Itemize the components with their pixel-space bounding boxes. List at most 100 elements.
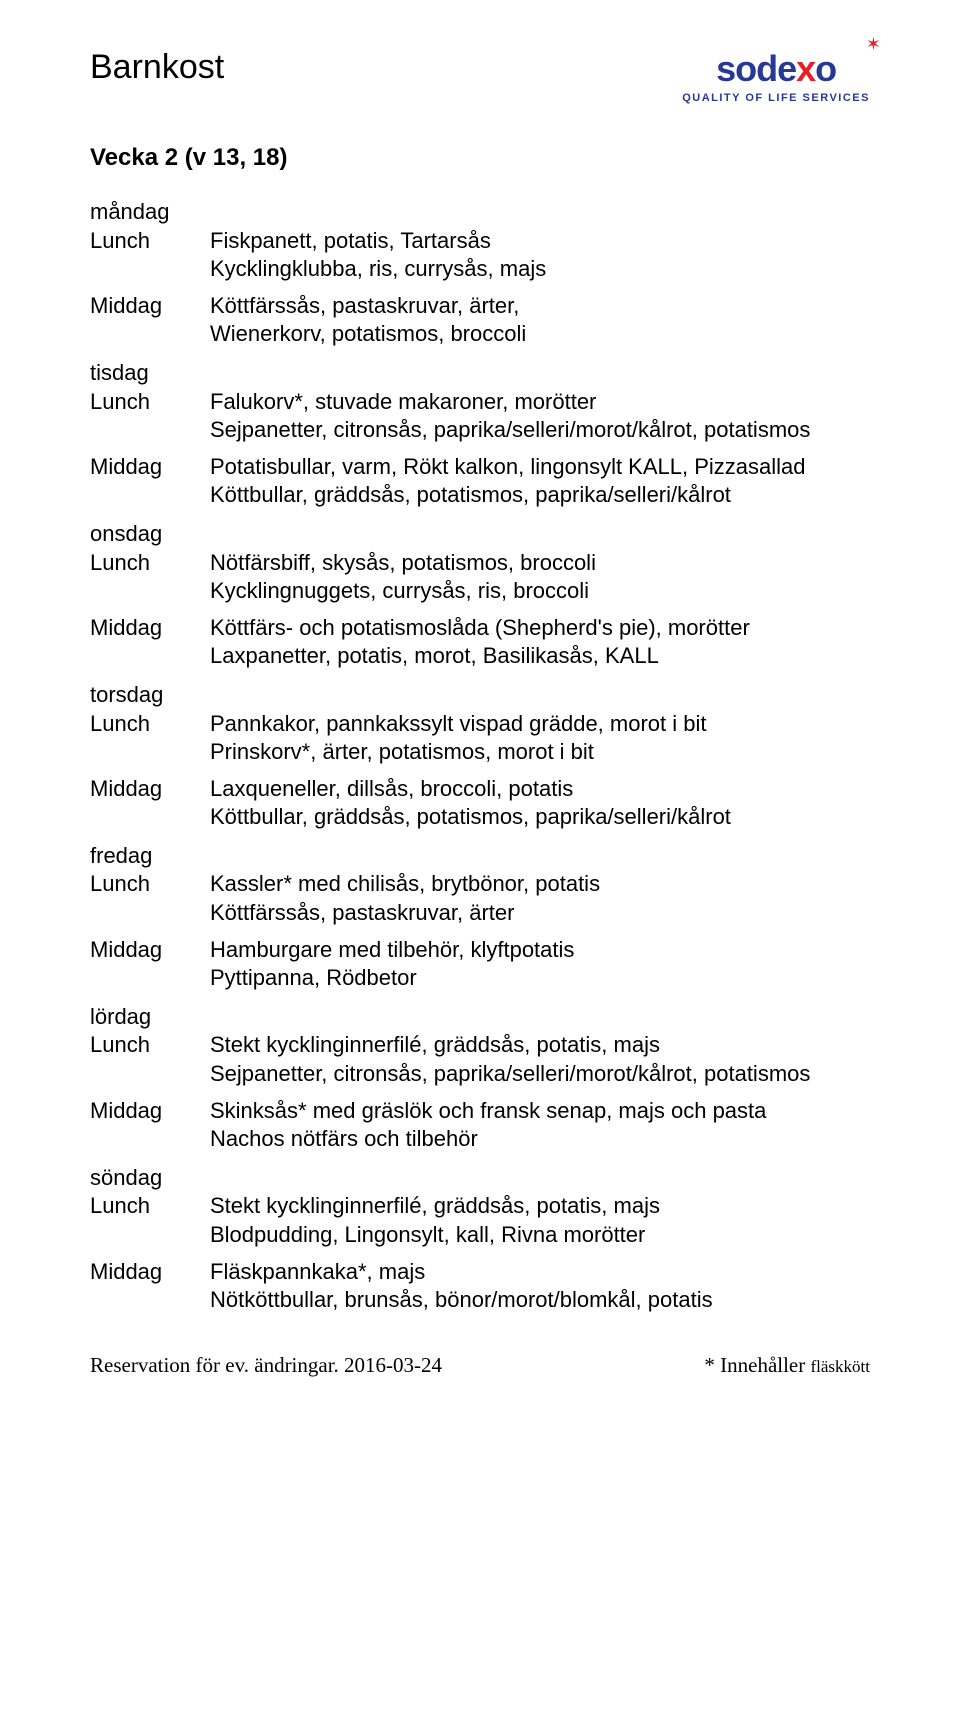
menu-item: Sejpanetter, citronsås, paprika/selleri/…: [210, 1060, 870, 1089]
meal: MiddagPotatisbullar, varm, Rökt kalkon, …: [90, 453, 870, 510]
logo-text-1: sode: [716, 48, 796, 89]
menu-item: Blodpudding, Lingonsylt, kall, Rivna mor…: [210, 1221, 870, 1250]
menu-item: Pyttipanna, Rödbetor: [210, 964, 870, 993]
day-label: söndag: [90, 1164, 210, 1193]
menu-item: Köttfärs- och potatismoslåda (Shepherd's…: [210, 614, 870, 643]
footer-right-main: * Innehåller: [704, 1353, 810, 1377]
meal-label: Middag: [90, 1097, 210, 1126]
footer: Reservation för ev. ändringar. 2016-03-2…: [90, 1353, 870, 1378]
meal-label: Middag: [90, 453, 210, 482]
meal-label: Middag: [90, 292, 210, 321]
menu-item: Wienerkorv, potatismos, broccoli: [210, 320, 870, 349]
gap: [90, 606, 870, 614]
day-row: söndag: [90, 1164, 870, 1193]
day-row: fredag: [90, 842, 870, 871]
day-label: fredag: [90, 842, 210, 871]
items-col: Falukorv*, stuvade makaroner, morötterSe…: [210, 388, 870, 445]
day-label: måndag: [90, 198, 210, 227]
gap: [90, 671, 870, 681]
menu-item: Köttbullar, gräddsås, potatismos, paprik…: [210, 481, 870, 510]
footer-right-small: fläskkött: [811, 1357, 871, 1376]
items-col: Laxqueneller, dillsås, broccoli, potatis…: [210, 775, 870, 832]
menu: måndagLunchFiskpanett, potatis, Tartarså…: [90, 198, 870, 1325]
gap: [90, 832, 870, 842]
menu-item: Prinskorv*, ärter, potatismos, morot i b…: [210, 738, 870, 767]
week-title: Vecka 2 (v 13, 18): [90, 144, 870, 172]
day-label: onsdag: [90, 520, 210, 549]
menu-item: Potatisbullar, varm, Rökt kalkon, lingon…: [210, 453, 870, 482]
gap: [90, 928, 870, 936]
day-label: lördag: [90, 1003, 210, 1032]
gap: [90, 1089, 870, 1097]
items-col: Nötfärsbiff, skysås, potatismos, broccol…: [210, 549, 870, 606]
footer-right: * Innehåller fläskkött: [704, 1353, 870, 1378]
header: Barnkost sodexo ✶ QUALITY OF LIFE SERVIC…: [90, 48, 870, 104]
menu-item: Fläskpannkaka*, majs: [210, 1258, 870, 1287]
menu-item: Nötköttbullar, brunsås, bönor/morot/blom…: [210, 1286, 870, 1315]
meal-label: Middag: [90, 936, 210, 965]
logo-text-2: o: [815, 48, 836, 89]
meal-label: Middag: [90, 1258, 210, 1287]
gap: [90, 993, 870, 1003]
gap: [90, 1315, 870, 1325]
meal-label: Lunch: [90, 1192, 210, 1221]
menu-item: Fiskpanett, potatis, Tartarsås: [210, 227, 870, 256]
menu-item: Stekt kycklinginnerfilé, gräddsås, potat…: [210, 1031, 870, 1060]
menu-item: Laxqueneller, dillsås, broccoli, potatis: [210, 775, 870, 804]
gap: [90, 349, 870, 359]
page: Barnkost sodexo ✶ QUALITY OF LIFE SERVIC…: [0, 0, 960, 1726]
gap: [90, 284, 870, 292]
gap: [90, 445, 870, 453]
meal: LunchFalukorv*, stuvade makaroner, moröt…: [90, 388, 870, 445]
meal: LunchStekt kycklinginnerfilé, gräddsås, …: [90, 1192, 870, 1249]
meal: MiddagKöttfärssås, pastaskruvar, ärter,W…: [90, 292, 870, 349]
meal: MiddagFläskpannkaka*, majsNötköttbullar,…: [90, 1258, 870, 1315]
meal: MiddagLaxqueneller, dillsås, broccoli, p…: [90, 775, 870, 832]
menu-item: Köttfärssås, pastaskruvar, ärter,: [210, 292, 870, 321]
doc-title: Barnkost: [90, 48, 224, 87]
items-col: Pannkakor, pannkakssylt vispad grädde, m…: [210, 710, 870, 767]
menu-item: Kycklingklubba, ris, currysås, majs: [210, 255, 870, 284]
day-row: torsdag: [90, 681, 870, 710]
menu-item: Laxpanetter, potatis, morot, Basilikasås…: [210, 642, 870, 671]
day-row: lördag: [90, 1003, 870, 1032]
menu-item: Sejpanetter, citronsås, paprika/selleri/…: [210, 416, 870, 445]
menu-item: Kycklingnuggets, currysås, ris, broccoli: [210, 577, 870, 606]
star-icon: ✶: [866, 34, 880, 55]
meal: LunchNötfärsbiff, skysås, potatismos, br…: [90, 549, 870, 606]
menu-item: Falukorv*, stuvade makaroner, morötter: [210, 388, 870, 417]
menu-item: Skinksås* med gräslök och fransk senap, …: [210, 1097, 870, 1126]
items-col: Fläskpannkaka*, majsNötköttbullar, bruns…: [210, 1258, 870, 1315]
gap: [90, 767, 870, 775]
logo: sodexo ✶ QUALITY OF LIFE SERVICES: [682, 48, 870, 104]
footer-left: Reservation för ev. ändringar. 2016-03-2…: [90, 1353, 442, 1378]
items-col: Stekt kycklinginnerfilé, gräddsås, potat…: [210, 1192, 870, 1249]
meal-label: Lunch: [90, 1031, 210, 1060]
meal: MiddagKöttfärs- och potatismoslåda (Shep…: [90, 614, 870, 671]
meal-label: Middag: [90, 614, 210, 643]
items-col: Hamburgare med tilbehör, klyftpotatisPyt…: [210, 936, 870, 993]
menu-item: Köttbullar, gräddsås, potatismos, paprik…: [210, 803, 870, 832]
meal: MiddagHamburgare med tilbehör, klyftpota…: [90, 936, 870, 993]
meal-label: Middag: [90, 775, 210, 804]
menu-item: Kassler* med chilisås, brytbönor, potati…: [210, 870, 870, 899]
meal: LunchFiskpanett, potatis, TartarsåsKyckl…: [90, 227, 870, 284]
logo-tagline: QUALITY OF LIFE SERVICES: [682, 92, 870, 104]
gap: [90, 1154, 870, 1164]
meal-label: Lunch: [90, 549, 210, 578]
items-col: Potatisbullar, varm, Rökt kalkon, lingon…: [210, 453, 870, 510]
day-row: onsdag: [90, 520, 870, 549]
meal-label: Lunch: [90, 388, 210, 417]
menu-item: Hamburgare med tilbehör, klyftpotatis: [210, 936, 870, 965]
day-label: torsdag: [90, 681, 210, 710]
menu-item: Pannkakor, pannkakssylt vispad grädde, m…: [210, 710, 870, 739]
items-col: Kassler* med chilisås, brytbönor, potati…: [210, 870, 870, 927]
items-col: Fiskpanett, potatis, TartarsåsKycklingkl…: [210, 227, 870, 284]
menu-item: Stekt kycklinginnerfilé, gräddsås, potat…: [210, 1192, 870, 1221]
gap: [90, 1250, 870, 1258]
items-col: Köttfärssås, pastaskruvar, ärter,Wienerk…: [210, 292, 870, 349]
meal-label: Lunch: [90, 710, 210, 739]
meal: LunchPannkakor, pannkakssylt vispad gräd…: [90, 710, 870, 767]
logo-wordmark: sodexo ✶: [682, 48, 870, 90]
items-col: Köttfärs- och potatismoslåda (Shepherd's…: [210, 614, 870, 671]
